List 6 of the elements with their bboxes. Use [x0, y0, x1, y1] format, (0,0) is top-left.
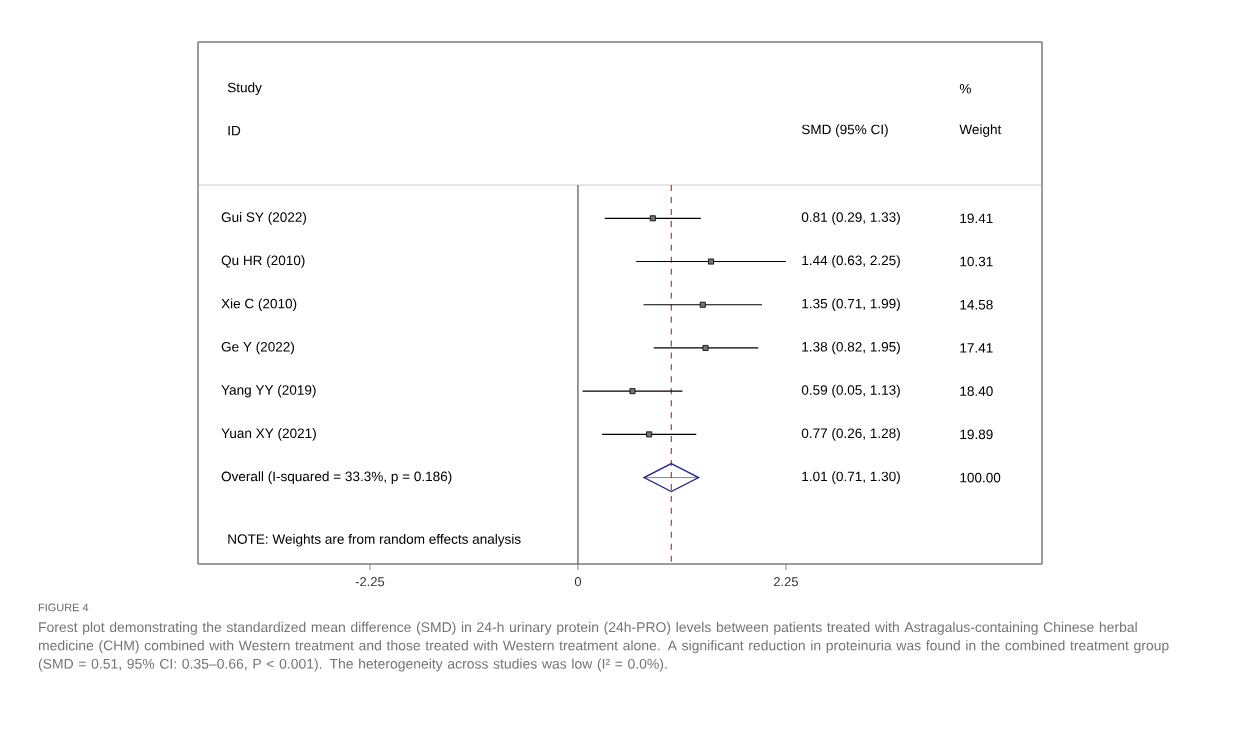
point [649, 215, 656, 222]
point [699, 301, 706, 308]
point [708, 258, 715, 265]
point [629, 388, 636, 395]
point [646, 431, 653, 438]
point [702, 344, 709, 351]
